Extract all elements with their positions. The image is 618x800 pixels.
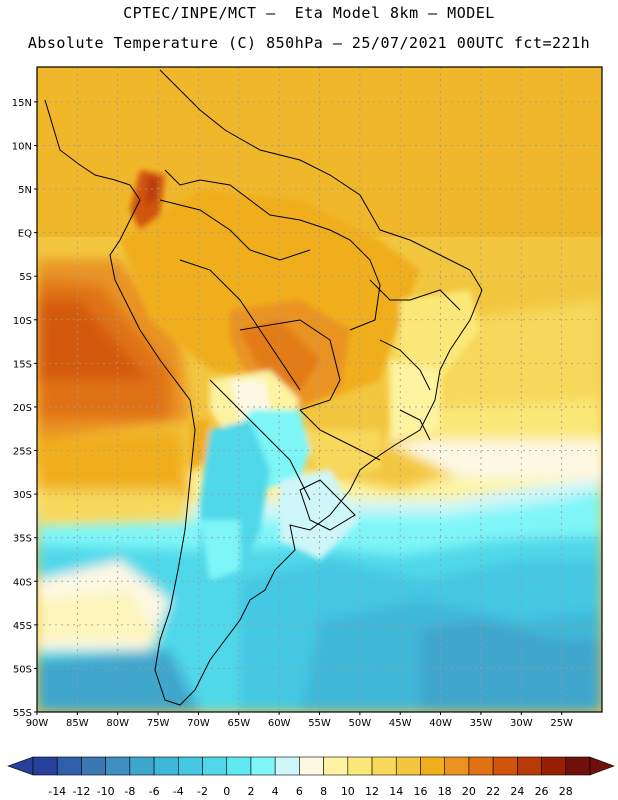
chart-title-line2: Absolute Temperature (C) 850hPa – 25/07/… xyxy=(27,34,591,52)
colorbar-bin xyxy=(202,756,228,776)
colorbar-labels: -14 -12 -10 -8 -6 -4 -2 0 2 4 6 8 10 12 14 16 18 20 22 24 26… xyxy=(48,785,573,798)
colorbar-tick-label: -14 xyxy=(48,785,66,798)
colorbar-bin xyxy=(492,756,518,776)
graticule xyxy=(37,67,602,712)
lat-label-50s: 50S xyxy=(13,664,32,675)
lat-label-5s: 5S xyxy=(19,272,32,283)
lat-label-40s: 40S xyxy=(13,577,32,588)
lon-label-25w: 25W xyxy=(550,718,573,729)
colorbar-bin xyxy=(153,756,179,776)
longitude-labels: 90W 85W 80W 75W 70W 65W 60W 55W 50W 45W 40W 35W 30W 2… xyxy=(26,712,573,729)
lon-label-75w: 75W xyxy=(147,718,170,729)
colorbar-tick-label: -4 xyxy=(173,785,184,798)
lat-label-10n: 10N xyxy=(12,141,32,152)
colorbar-min-arrow xyxy=(7,756,34,776)
colorbar-tick-label: 18 xyxy=(438,785,452,798)
chart-title-line1: CPTEC/INPE/MCT – Eta Model 8km – MODEL xyxy=(123,4,495,22)
colorbar-tick-label: 20 xyxy=(462,785,476,798)
colorbar-tick-label: 26 xyxy=(535,785,549,798)
colorbar-tick-label: -10 xyxy=(97,785,115,798)
lon-label-90w: 90W xyxy=(26,718,49,729)
colorbar-bin xyxy=(468,756,494,776)
lon-label-55w: 55W xyxy=(308,718,331,729)
lat-label-45s: 45S xyxy=(13,621,32,632)
lon-label-30w: 30W xyxy=(510,718,533,729)
colorbar-bin xyxy=(323,756,349,776)
colorbar-bin xyxy=(371,756,397,776)
colorbar-bin xyxy=(226,756,252,776)
lat-label-30s: 30S xyxy=(13,490,32,501)
lon-label-35w: 35W xyxy=(470,718,493,729)
lon-label-70w: 70W xyxy=(187,718,210,729)
colorbar-bin xyxy=(105,756,131,776)
lat-label-20s: 20S xyxy=(13,403,32,414)
lon-label-80w: 80W xyxy=(106,718,129,729)
colorbar-tick-label: 24 xyxy=(510,785,524,798)
colorbar xyxy=(7,756,615,776)
colorbar-max-arrow xyxy=(589,756,615,776)
colorbar-bin xyxy=(178,756,203,776)
colorbar-bin xyxy=(56,756,82,776)
colorbar-bin xyxy=(81,756,106,776)
colorbar-tick-label: 12 xyxy=(365,785,379,798)
colorbar-bin xyxy=(299,756,324,776)
colorbar-tick-label: 28 xyxy=(559,785,573,798)
colorbar-tick-label: -2 xyxy=(197,785,208,798)
colorbar-bin xyxy=(250,756,276,776)
colorbar-tick-label: 14 xyxy=(389,785,403,798)
colorbar-bin xyxy=(274,756,300,776)
colorbar-tick-label: -12 xyxy=(72,785,90,798)
colorbar-tick-label: 0 xyxy=(223,785,230,798)
lon-label-85w: 85W xyxy=(66,718,89,729)
lat-label-15s: 15S xyxy=(13,359,32,370)
colorbar-tick-label: 4 xyxy=(272,785,279,798)
colorbar-bin xyxy=(129,756,155,776)
lon-label-40w: 40W xyxy=(429,718,452,729)
colorbar-bin xyxy=(32,756,58,776)
colorbar-tick-label: 16 xyxy=(413,785,427,798)
lon-label-60w: 60W xyxy=(268,718,291,729)
colorbar-bin xyxy=(565,756,591,776)
colorbar-tick-label: -6 xyxy=(149,785,160,798)
coastlines xyxy=(44,69,483,706)
lat-label-15n: 15N xyxy=(12,98,32,109)
latitude-labels: 15N 10N 5N EQ 5S 10S 15S 20S 25S 30S 35S 40S 45S 50S 5… xyxy=(12,98,37,719)
lon-label-50w: 50W xyxy=(349,718,372,729)
colorbar-tick-label: 2 xyxy=(247,785,254,798)
colorbar-tick-label: 6 xyxy=(296,785,303,798)
colorbar-tick-label: 8 xyxy=(320,785,327,798)
lon-label-65w: 65W xyxy=(227,718,250,729)
lat-label-55s: 55S xyxy=(13,708,32,719)
colorbar-bin xyxy=(395,756,421,776)
colorbar-tick-label: 22 xyxy=(486,785,500,798)
colorbar-bin xyxy=(517,756,542,776)
colorbar-bin xyxy=(420,756,445,776)
colorbar-tick-label: -8 xyxy=(124,785,135,798)
lon-label-45w: 45W xyxy=(389,718,412,729)
lat-label-25s: 25S xyxy=(13,447,32,458)
colorbar-tick-label: 10 xyxy=(341,785,355,798)
lat-label-eq: EQ xyxy=(18,229,32,240)
lat-label-10s: 10S xyxy=(13,316,32,327)
lat-label-5n: 5N xyxy=(18,185,32,196)
colorbar-bin xyxy=(444,756,470,776)
colorbar-bin xyxy=(541,756,567,776)
lat-label-35s: 35S xyxy=(13,534,32,545)
colorbar-bin xyxy=(347,756,373,776)
